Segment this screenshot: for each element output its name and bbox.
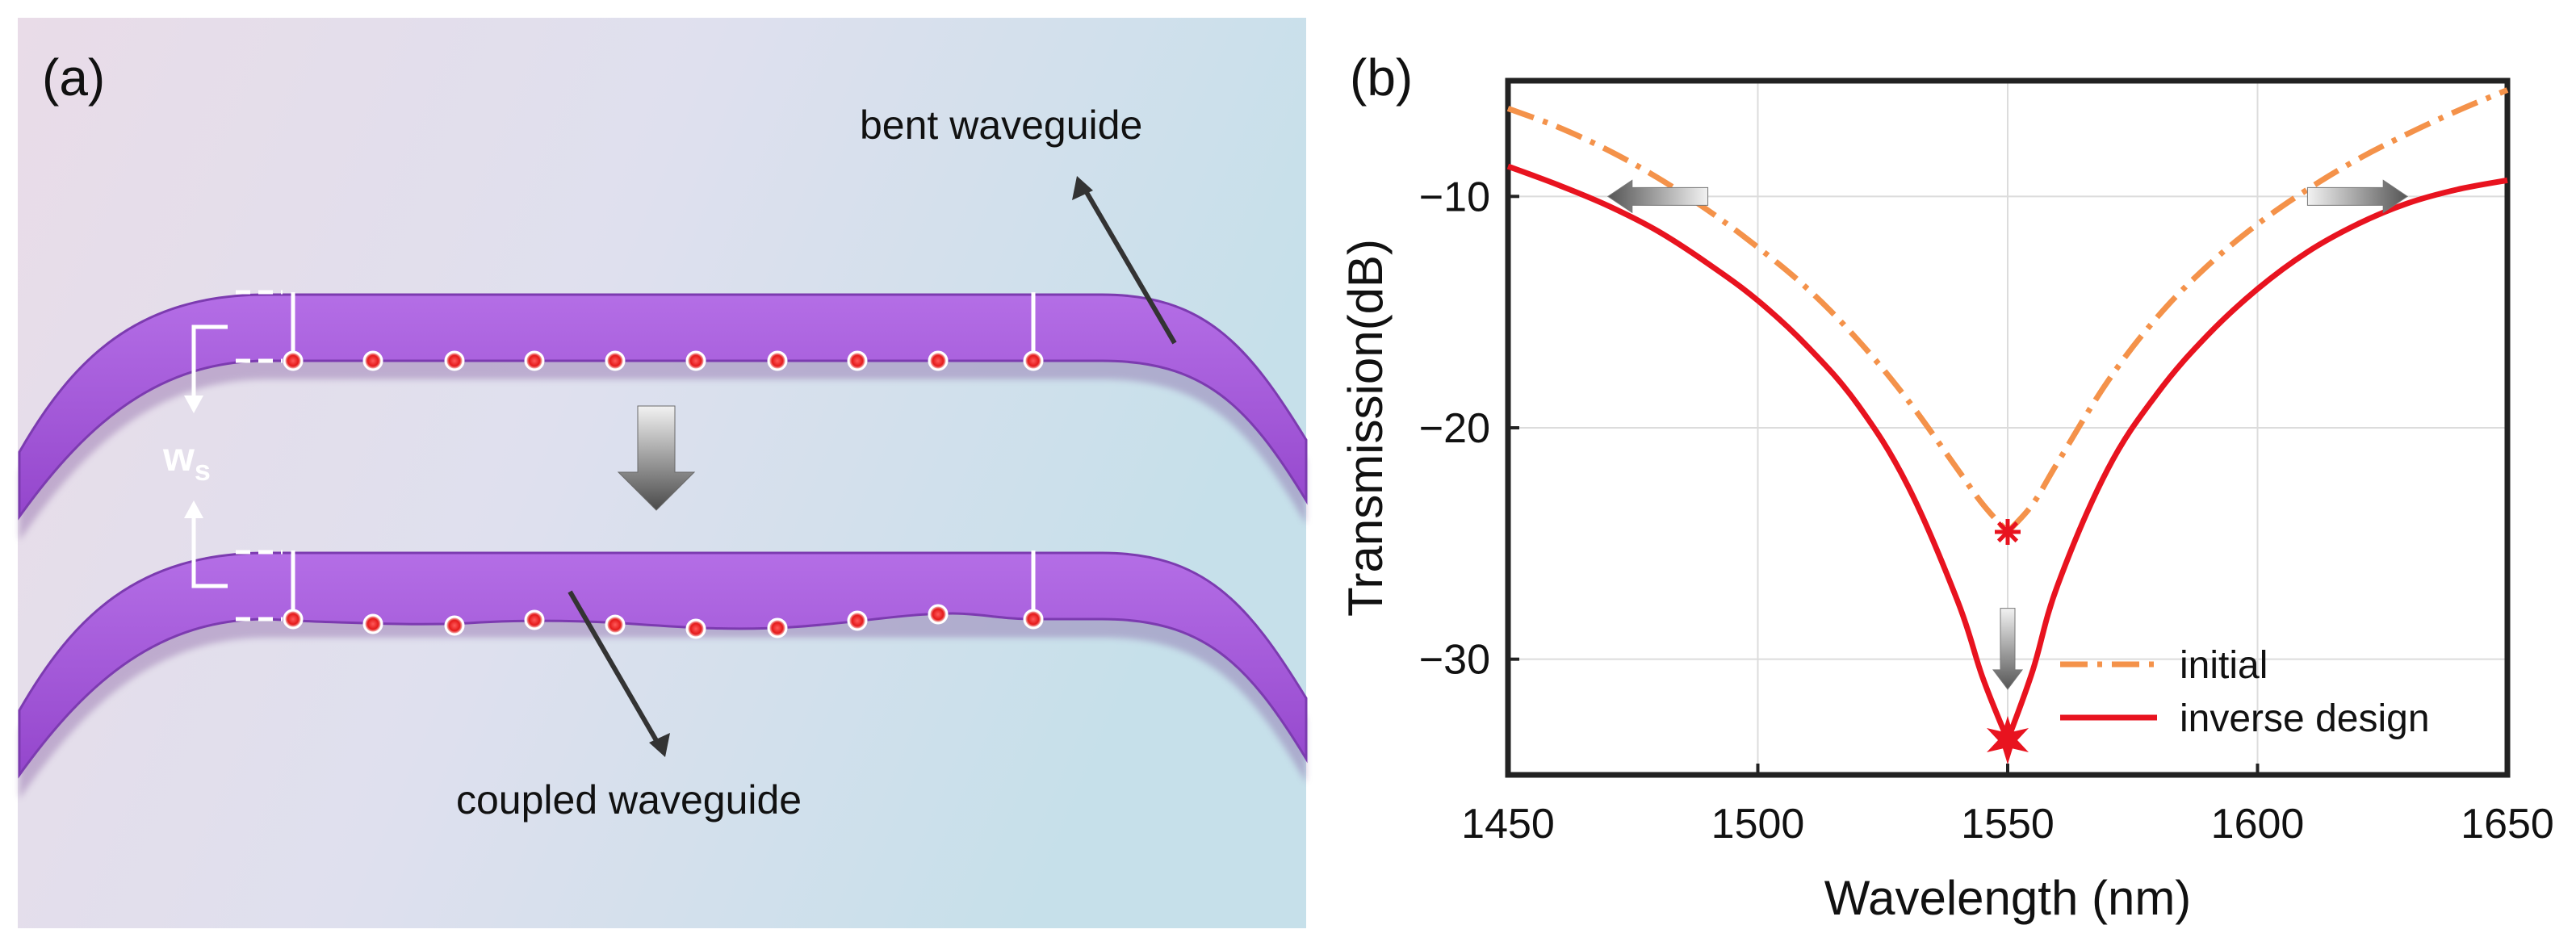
bent-dot	[767, 350, 788, 371]
coupled-dot	[524, 609, 545, 630]
y-axis-label: Transmission(dB)	[1338, 239, 1393, 617]
y-tick-label: −30	[1419, 637, 1490, 684]
bent-waveguide-label: bent waveguide	[860, 103, 1142, 148]
width-annotation	[191, 290, 283, 622]
width-arrow-down-icon	[184, 396, 203, 413]
ws-label: ws	[162, 434, 211, 487]
y-tick-label: −10	[1419, 174, 1490, 220]
coupled-pointer-arrow	[568, 590, 663, 749]
minimum-markers	[1987, 519, 2029, 764]
coupled-dot	[928, 604, 949, 625]
x-tick-label: 1650	[2461, 801, 2554, 848]
coupled-dot	[685, 618, 706, 639]
bent-dot	[847, 350, 868, 371]
panel-a-illustration: ws (a) bent waveguide coupled waveguide	[18, 18, 1308, 928]
shift-right-arrow-icon	[2306, 179, 2409, 214]
marker-asterisk-icon	[1995, 519, 2021, 545]
coupled-pointer-arrowhead-icon	[649, 733, 670, 757]
bent-dot	[605, 350, 626, 371]
bent-waveguide	[18, 293, 1308, 521]
bent-dot	[524, 350, 545, 371]
y-axis-ticks: −10 −20 −30	[1419, 174, 1519, 684]
panel-b-label: (b)	[1350, 48, 1413, 107]
bent-dot	[283, 350, 304, 371]
bent-waveguide-dots	[283, 350, 1044, 371]
bent-pointer-arrowhead-icon	[1072, 176, 1093, 200]
coupled-dot	[605, 614, 626, 635]
bent-dot	[1023, 350, 1044, 371]
marker-star-icon	[1987, 716, 2029, 764]
legend-label-initial: initial	[2180, 644, 2268, 687]
x-axis-label: Wavelength (nm)	[1824, 871, 2192, 925]
bent-dot	[444, 350, 465, 371]
bent-dot	[685, 350, 706, 371]
bent-waveguide-shadow	[19, 311, 1306, 541]
coupled-dot	[847, 610, 868, 631]
panel-a-label: (a)	[42, 48, 105, 107]
bent-dot	[928, 350, 949, 371]
transform-arrow-icon	[617, 405, 696, 511]
x-tick-label: 1600	[2211, 801, 2305, 848]
coupled-waveguide-label: coupled waveguide	[456, 777, 802, 823]
coupled-waveguide-dots	[283, 604, 1044, 639]
coupled-waveguide	[18, 551, 1308, 779]
width-arrow-up-icon	[184, 500, 203, 518]
coupled-dot	[283, 609, 304, 630]
panel-b-chart: (b) 1450 1500 1550 1600 1650 −10 −20 −30 initi…	[1338, 48, 2554, 925]
shift-down-arrow-icon	[1992, 608, 2023, 690]
shift-left-arrow-icon	[1606, 179, 1709, 214]
x-tick-label: 1550	[1961, 801, 2055, 848]
coupled-dot	[767, 617, 788, 638]
bent-dot	[362, 350, 383, 371]
chart-legend: initial inverse design	[2060, 644, 2430, 740]
legend-label-inverse-design: inverse design	[2180, 697, 2430, 740]
coupled-dot	[1023, 609, 1044, 630]
y-tick-label: −20	[1419, 405, 1490, 452]
x-tick-label: 1500	[1711, 801, 1805, 848]
coupled-dot	[362, 613, 383, 634]
x-tick-label: 1450	[1461, 801, 1555, 848]
bent-pointer-arrow	[1079, 182, 1177, 345]
coupled-dot	[444, 615, 465, 636]
x-axis-ticks: 1450 1500 1550 1600 1650	[1461, 764, 2554, 848]
coupled-waveguide-shadow	[19, 569, 1306, 799]
